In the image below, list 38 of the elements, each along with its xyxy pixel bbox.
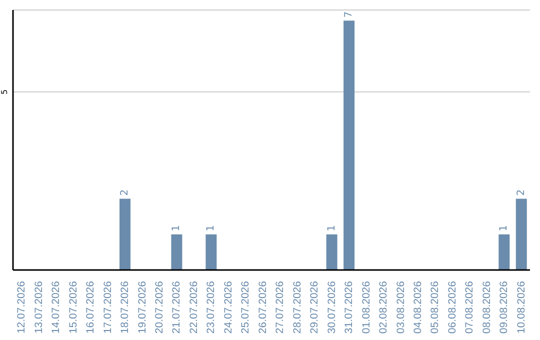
- x-tick-label: 20.07.2026: [153, 280, 166, 334]
- data-label: 7: [344, 11, 355, 18]
- x-tick-label: 30.07.2026: [326, 280, 338, 334]
- x-tick-label: 15.07.2026: [67, 280, 80, 334]
- x-tick-label: 26.07.2026: [256, 280, 269, 334]
- data-label: 2: [120, 189, 130, 196]
- x-tick-label: 12.07.2026: [16, 280, 28, 334]
- data-label: 1: [171, 225, 182, 232]
- y-tick-label: 5: [0, 89, 9, 94]
- x-tick-label: 21.07.2026: [170, 280, 183, 334]
- x-tick-label: 16.07.2026: [84, 280, 97, 334]
- x-tick-label: 06.08.2026: [446, 280, 458, 334]
- x-tick-label: 03.08.2026: [394, 280, 407, 334]
- x-tick-label: 25.07.2026: [240, 280, 252, 334]
- x-tick-label: 01.08.2026: [360, 280, 372, 334]
- data-label: 1: [498, 225, 510, 232]
- x-tick-label: 27.07.2026: [274, 280, 286, 334]
- data-label: 1: [326, 225, 338, 232]
- x-tick-label: 05.08.2026: [429, 280, 442, 334]
- x-tick-label: 31.07.2026: [343, 280, 356, 334]
- data-label: 2: [516, 189, 527, 196]
- x-tick-label: 02.08.2026: [378, 280, 390, 334]
- x-tick-label: 14.07.2026: [50, 280, 62, 334]
- x-tick-label: 29.07.2026: [308, 280, 321, 334]
- x-tick-label: 04.08.2026: [412, 280, 424, 334]
- x-tick-label: 07.08.2026: [464, 280, 476, 334]
- x-tick-label: 19.07.2026: [136, 280, 148, 334]
- x-tick-label: 08.08.2026: [480, 280, 493, 334]
- x-tick-label: 17.07.2026: [102, 280, 114, 334]
- x-tick-label: 22.07.2026: [188, 280, 200, 334]
- x-tick-label: 24.07.2026: [222, 280, 234, 334]
- x-tick-label: 09.08.2026: [498, 280, 510, 334]
- x-tick-label: 13.07.2026: [32, 280, 45, 334]
- x-tick-label: 28.07.2026: [291, 280, 304, 334]
- x-tick-label: 10.08.2026: [515, 280, 528, 334]
- x-tick-label: 18.07.2026: [119, 280, 132, 334]
- data-label: 1: [206, 225, 217, 232]
- x-tick-label: 23.07.2026: [205, 280, 218, 334]
